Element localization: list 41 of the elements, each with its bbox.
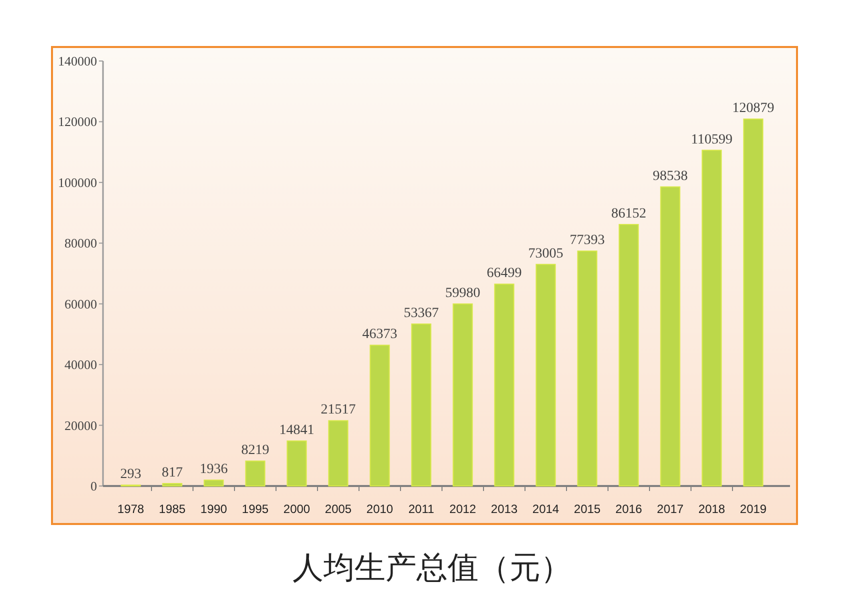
data-label: 46373 xyxy=(362,327,398,342)
data-label: 59980 xyxy=(445,286,480,301)
y-tick-label: 140000 xyxy=(58,54,97,68)
y-tick-label: 120000 xyxy=(58,114,97,130)
data-label: 1936 xyxy=(200,462,228,478)
data-label: 14841 xyxy=(279,422,314,438)
x-tick-label: 2010 xyxy=(366,502,394,516)
x-tick-label: 2013 xyxy=(490,502,518,516)
data-label: 98538 xyxy=(652,168,688,184)
y-tick-label: 20000 xyxy=(64,418,97,433)
data-label: 77393 xyxy=(570,233,605,248)
x-tick-label: 2014 xyxy=(532,502,560,516)
x-tick-label: 2011 xyxy=(408,502,434,516)
data-label: 53367 xyxy=(404,306,439,321)
x-tick-label: 2012 xyxy=(449,502,476,516)
y-tick-label: 100000 xyxy=(58,174,97,190)
data-label: 73005 xyxy=(528,246,564,262)
y-tick-label: 0 xyxy=(90,478,97,494)
y-tick-label: 40000 xyxy=(64,357,97,372)
y-tick-label: 60000 xyxy=(64,296,97,312)
data-label: 86152 xyxy=(611,206,646,222)
x-tick-label: 1990 xyxy=(200,502,228,516)
data-label: 8219 xyxy=(241,443,270,458)
y-tick-label: 80000 xyxy=(64,236,97,251)
x-tick-label: 1995 xyxy=(242,502,269,516)
x-tick-label: 2016 xyxy=(615,502,642,516)
x-tick-label: 2005 xyxy=(324,502,352,516)
data-label: 293 xyxy=(120,467,142,482)
data-label: 817 xyxy=(162,466,183,481)
data-label: 110599 xyxy=(691,132,732,148)
x-tick-label: 2018 xyxy=(698,502,726,516)
x-tick-label: 1985 xyxy=(158,502,186,516)
title: 人均生产总值（元） xyxy=(292,550,572,585)
data-label: 66499 xyxy=(486,266,522,282)
x-tick-label: 1978 xyxy=(117,502,144,516)
x-tick-label: 2017 xyxy=(656,502,684,516)
x-tick-label: 2019 xyxy=(740,502,767,516)
data-label: 120879 xyxy=(732,101,774,116)
x-tick-label: 2000 xyxy=(283,502,310,516)
data-label: 21517 xyxy=(320,402,356,418)
x-tick-label: 2015 xyxy=(574,502,601,516)
